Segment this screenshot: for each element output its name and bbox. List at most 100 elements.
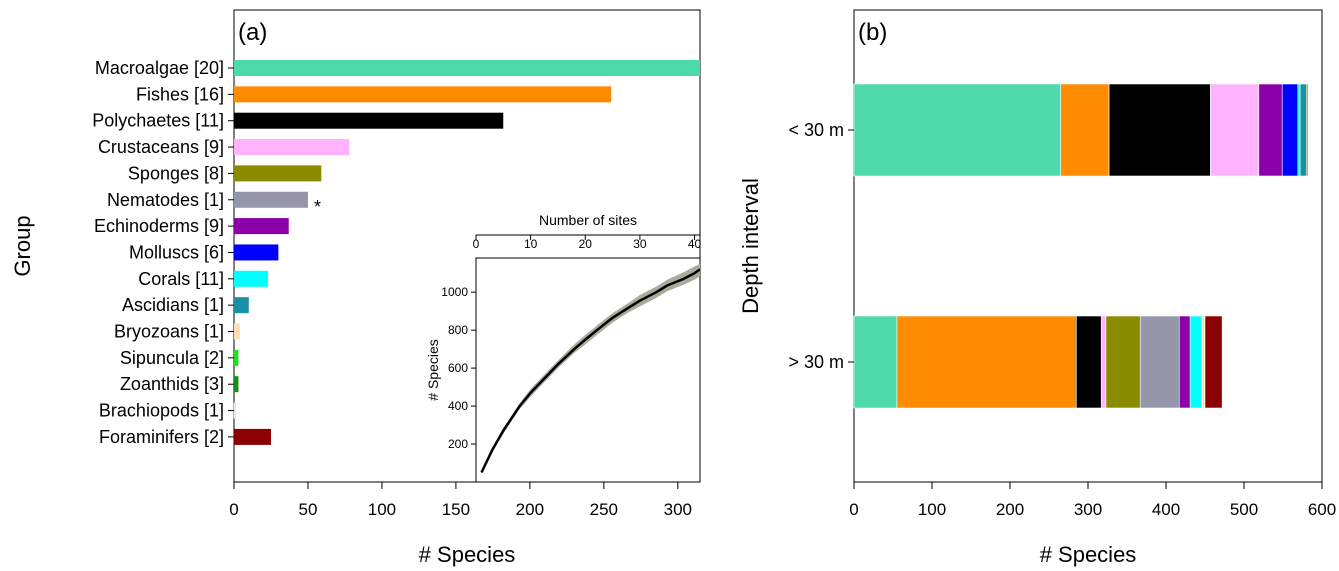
inset-y-tick-label-400: 400 bbox=[448, 399, 468, 413]
category-label-ascidians: Ascidians [1] bbox=[122, 295, 224, 315]
category-label-crustaceans: Crustaceans [9] bbox=[98, 137, 224, 157]
bar-brachiopods bbox=[233, 402, 236, 419]
segment-30-m-echinoderms bbox=[1258, 83, 1283, 177]
segment-30-m-brachiopods bbox=[1307, 83, 1310, 177]
x-tick-label-600: 600 bbox=[1308, 500, 1336, 519]
panel-a: (a) * Macroalgae [20] Fishes [16] Polychae… bbox=[10, 9, 701, 567]
bar-macroalgae bbox=[234, 60, 700, 76]
segment-30-m-corals bbox=[1189, 315, 1203, 409]
segment-30-m-molluscs bbox=[1281, 83, 1299, 177]
x-tick-label-300: 300 bbox=[1074, 500, 1102, 519]
panel-a-label: (a) bbox=[238, 19, 267, 46]
inset-x-tick-label-30: 30 bbox=[633, 237, 647, 251]
segment-30-m-crustaceans bbox=[1100, 315, 1107, 409]
inset-confidence-band bbox=[481, 263, 700, 474]
segment-30-m-fishes bbox=[896, 315, 1077, 409]
inset-x-tick-label-20: 20 bbox=[579, 237, 593, 251]
category-label-foraminifers: Foraminifers [2] bbox=[99, 427, 224, 447]
inset-y-ticks: 200 400 600 800 1000 bbox=[441, 285, 476, 451]
inset-y-tick-label-1000: 1000 bbox=[441, 285, 468, 299]
bar-echinoderms bbox=[234, 218, 289, 235]
inset-y-tick-label-600: 600 bbox=[448, 361, 468, 375]
segment-30-m-echinoderms bbox=[1178, 315, 1191, 409]
bar-ascidians bbox=[234, 297, 249, 314]
panel-a-bars: * bbox=[233, 60, 700, 445]
inset-accumulation-curve: 0 10 20 30 40 200 400 600 800 1000 Number of sit… bbox=[425, 212, 702, 483]
panel-a-category-labels: Macroalgae [20] Fishes [16] Polychaetes [1… bbox=[92, 58, 234, 447]
bar-sponges bbox=[234, 165, 322, 182]
category-label-30-m: < 30 m bbox=[788, 120, 844, 140]
x-tick-label-400: 400 bbox=[1152, 500, 1180, 519]
bar-corals bbox=[234, 270, 269, 287]
bar-zoanthids bbox=[234, 376, 239, 393]
inset-x-tick-label-40: 40 bbox=[688, 237, 702, 251]
inset-top-title: Number of sites bbox=[539, 212, 637, 228]
category-label-brachiopods: Brachiopods [1] bbox=[99, 401, 224, 421]
x-tick-label-250: 250 bbox=[590, 500, 618, 519]
bar-fishes bbox=[234, 86, 612, 103]
inset-y-tick-label-200: 200 bbox=[448, 437, 468, 451]
segment-30-m-bryozoans bbox=[1201, 315, 1206, 409]
segment-30-m-corals bbox=[1297, 83, 1301, 177]
panel-a-y-title: Group bbox=[10, 215, 35, 276]
category-label-nematodes: Nematodes [1] bbox=[107, 190, 224, 210]
x-tick-label-100: 100 bbox=[368, 500, 396, 519]
inset-accumulation-line bbox=[480, 268, 701, 474]
inset-x-tick-label-10: 10 bbox=[524, 237, 538, 251]
x-tick-label-500: 500 bbox=[1230, 500, 1258, 519]
bar-foraminifers bbox=[234, 428, 271, 445]
bar-crustaceans bbox=[234, 139, 350, 156]
segment-30-m-fishes bbox=[1060, 83, 1110, 177]
bar-bryozoans bbox=[234, 323, 240, 340]
bar-molluscs bbox=[234, 244, 279, 261]
bar-nematodes bbox=[234, 191, 308, 208]
x-tick-label-100: 100 bbox=[918, 500, 946, 519]
panel-b: (b) < 30 m > 30 m 0 100 200 300 400 500 600 Dep… bbox=[738, 9, 1336, 567]
inset-top-ticks: 0 10 20 30 40 bbox=[473, 235, 702, 251]
category-label-30-m: > 30 m bbox=[788, 352, 844, 372]
panel-a-x-axis: 0 50 100 150 200 250 300 bbox=[229, 482, 692, 519]
annotation-nematodes: * bbox=[314, 197, 321, 217]
segment-30-m-ascidians bbox=[1299, 83, 1307, 177]
category-label-sponges: Sponges [8] bbox=[128, 163, 224, 183]
panel-b-x-axis: 0 100 200 300 400 500 600 bbox=[849, 482, 1336, 519]
panel-b-category-labels: < 30 m > 30 m bbox=[788, 120, 854, 372]
bar-sipuncula bbox=[234, 349, 239, 366]
x-tick-label-200: 200 bbox=[996, 500, 1024, 519]
inset-x-tick-label-0: 0 bbox=[473, 237, 480, 251]
inset-plot-frame bbox=[475, 257, 701, 483]
inset-y-tick-label-800: 800 bbox=[448, 323, 468, 337]
category-label-polychaetes: Polychaetes [11] bbox=[92, 111, 224, 131]
segment-30-m-polychaetes bbox=[1076, 315, 1102, 409]
category-label-macroalgae: Macroalgae [20] bbox=[95, 58, 224, 78]
panel-b-stacked-bars bbox=[853, 83, 1310, 409]
x-tick-label-0: 0 bbox=[229, 500, 238, 519]
segment-30-m-foraminifers bbox=[1204, 315, 1223, 409]
x-tick-label-300: 300 bbox=[664, 500, 692, 519]
segment-30-m-polychaetes bbox=[1108, 83, 1211, 177]
segment-30-m-macroalgae bbox=[853, 315, 898, 409]
segment-30-m-sponges bbox=[1105, 315, 1141, 409]
category-label-echinoderms: Echinoderms [9] bbox=[94, 216, 224, 236]
category-label-molluscs: Molluscs [6] bbox=[129, 242, 224, 262]
category-label-fishes: Fishes [16] bbox=[136, 84, 224, 104]
panel-b-x-title: # Species bbox=[1040, 542, 1137, 567]
x-tick-label-0: 0 bbox=[849, 500, 858, 519]
panel-a-x-title: # Species bbox=[419, 542, 516, 567]
x-tick-label-50: 50 bbox=[299, 500, 318, 519]
segment-30-m-crustaceans bbox=[1210, 83, 1260, 177]
bar-polychaetes bbox=[234, 112, 504, 129]
category-label-corals: Corals [11] bbox=[138, 269, 224, 289]
x-tick-label-200: 200 bbox=[516, 500, 544, 519]
category-label-zoanthids: Zoanthids [3] bbox=[120, 374, 224, 394]
inset-y-title: # Species bbox=[425, 339, 441, 400]
segment-30-m-macroalgae bbox=[853, 83, 1061, 177]
panel-b-y-title: Depth interval bbox=[738, 178, 763, 314]
segment-30-m-nematodes bbox=[1139, 315, 1180, 409]
category-label-sipuncula: Sipuncula [2] bbox=[120, 348, 224, 368]
category-label-bryozoans: Bryozoans [1] bbox=[114, 322, 224, 342]
panel-b-frame bbox=[853, 9, 1323, 483]
panel-b-label: (b) bbox=[858, 19, 887, 46]
x-tick-label-150: 150 bbox=[442, 500, 470, 519]
